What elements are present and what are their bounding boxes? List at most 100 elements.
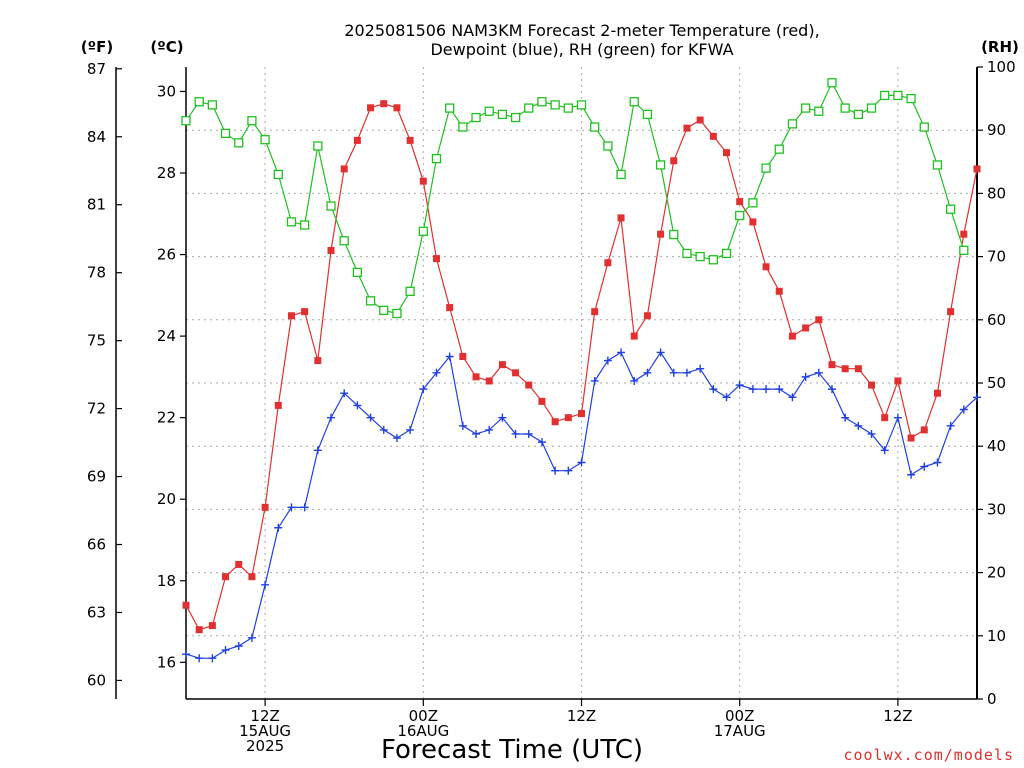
temperature-point (683, 124, 691, 132)
temperature-point (564, 414, 572, 422)
dewpoint-point (564, 466, 573, 475)
dewpoint-point (801, 372, 810, 381)
dewpoint-point (841, 413, 850, 422)
rh-point (642, 109, 653, 120)
rh-point (220, 128, 231, 139)
dewpoint-point (880, 446, 889, 455)
dewpoint-point (498, 413, 507, 422)
rh-point (445, 103, 455, 113)
dewpoint-point (445, 352, 454, 361)
temperature-point (551, 418, 559, 426)
rh-point (392, 308, 402, 319)
rh-point (827, 78, 837, 88)
rh-tick-label: 70 (987, 248, 1006, 266)
temperature-point (472, 373, 480, 381)
dewpoint-point (748, 385, 757, 394)
dewpoint-point (379, 425, 388, 434)
dewpoint-point (221, 646, 230, 655)
rh-point (774, 144, 784, 154)
temperature-point (380, 100, 388, 108)
temperature-point (973, 165, 981, 173)
rh-tick-label: 100 (987, 58, 1016, 76)
rh-tick-label: 10 (987, 627, 1006, 645)
celsius-tick-label: 24 (157, 327, 176, 345)
temperature-point (854, 365, 862, 373)
dewpoint-point (472, 429, 481, 438)
dewpoint-point (458, 421, 467, 430)
rh-point (339, 236, 349, 246)
dewpoint-point (432, 368, 441, 377)
fahrenheit-tick-label: 60 (87, 671, 106, 689)
rh-point (563, 103, 573, 113)
temperature-point (749, 218, 757, 226)
dewpoint-point (261, 580, 270, 589)
rh-point (695, 251, 705, 262)
dewpoint-point (603, 356, 612, 365)
rh-point (181, 116, 191, 126)
rh-point (260, 135, 270, 145)
x-tick-label: 15AUG (239, 722, 291, 740)
dewpoint-point (195, 654, 204, 663)
celsius-tick-label: 20 (157, 490, 176, 508)
dewpoint-point (854, 421, 863, 430)
fahrenheit-tick-label: 81 (87, 196, 106, 214)
temperature-point (446, 304, 454, 312)
rh-tick-label: 60 (987, 311, 1006, 329)
temperature-point (775, 287, 783, 295)
fahrenheit-tick-label: 84 (87, 128, 106, 146)
temperature-point (907, 434, 915, 442)
rh-point (603, 141, 613, 151)
dewpoint-point (920, 462, 929, 471)
rh-point (708, 255, 718, 265)
temperature-point (248, 573, 256, 581)
dewpoint-point (643, 368, 652, 377)
rh-point (379, 305, 389, 315)
source-credit: coolwx.com/models (843, 746, 1014, 764)
dewpoint-point (327, 413, 336, 422)
rh-point (497, 109, 508, 120)
dewpoint-point (300, 503, 309, 512)
rh-point (945, 204, 956, 214)
dewpoint-point (907, 470, 916, 479)
temperature-point (512, 369, 520, 377)
dewpoint-point (814, 368, 823, 377)
temperature-point (828, 361, 836, 369)
dewpoint-point (208, 654, 217, 663)
rh-unit-label: (RH) (981, 38, 1019, 56)
fahrenheit-unit-label: (ºF) (81, 38, 113, 56)
chart-title-line2: Dewpoint (blue), RH (green) for KFWA (430, 40, 733, 59)
dewpoint-point (788, 393, 797, 402)
rh-point (207, 100, 218, 110)
rh-point (893, 90, 903, 101)
dewpoint-point (827, 385, 836, 394)
rh-point (471, 112, 481, 123)
celsius-tick-label: 16 (157, 653, 176, 671)
dewpoint-point (735, 381, 744, 390)
temperature-point (643, 312, 651, 320)
temperature-point (498, 361, 506, 369)
fahrenheit-tick-label: 69 (87, 468, 106, 486)
dewpoint-point (511, 429, 520, 438)
temperature-point (696, 116, 704, 124)
fahrenheit-tick-label: 78 (87, 264, 106, 282)
dewpoint-point (340, 389, 349, 398)
temperature-point (630, 332, 638, 340)
rh-point (919, 122, 929, 132)
rh-point (458, 122, 468, 132)
dewpoint-point (775, 385, 784, 394)
rh-point (286, 217, 297, 227)
rh-tick-label: 40 (987, 437, 1006, 455)
rh-point (880, 90, 890, 101)
rh-point (959, 245, 969, 255)
temperature-point (604, 259, 612, 267)
rh-point (761, 163, 771, 173)
temperature-point (762, 263, 770, 271)
temperature-point (894, 377, 902, 385)
rh-point (405, 286, 415, 297)
celsius-tick-label: 30 (157, 82, 176, 100)
rh-tick-label: 80 (987, 184, 1006, 202)
rh-point (721, 248, 732, 259)
celsius-tick-label: 26 (157, 246, 176, 264)
rh-point (932, 160, 943, 170)
